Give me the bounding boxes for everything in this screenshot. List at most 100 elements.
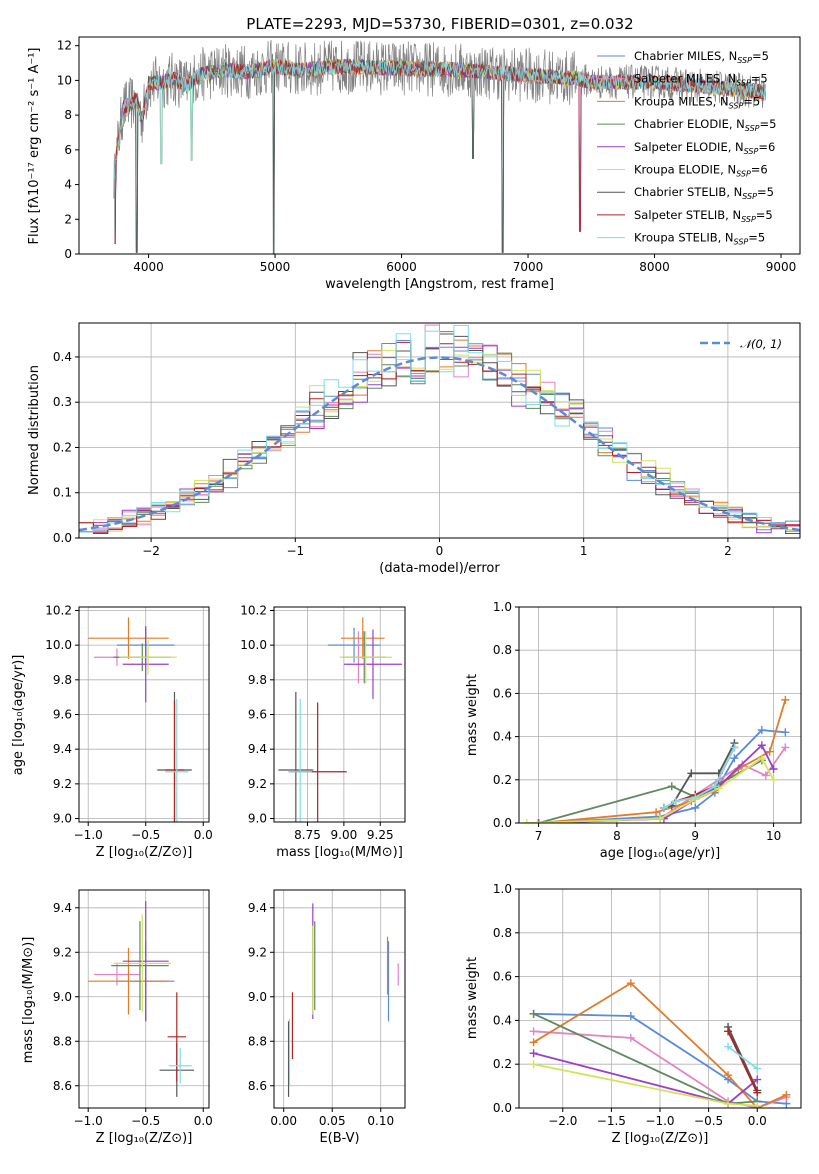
y-tick-label: 9.0 <box>53 990 72 1004</box>
y-tick-label: 10.2 <box>45 603 72 617</box>
x-tick-label: 4000 <box>133 260 164 274</box>
x-tick-label: −1.5 <box>597 1114 626 1128</box>
plot-area <box>529 979 791 1108</box>
x-axis-label: Z [log₁₀(Z/Z⊙)] <box>96 1131 193 1146</box>
mass-weight-marker <box>753 1088 762 1097</box>
x-tick-label: −2 <box>142 544 160 558</box>
mass-weight-marker <box>769 775 778 784</box>
y-tick-label: 8 <box>64 108 72 122</box>
y-tick-label: 10.0 <box>240 638 267 652</box>
x-tick-label: 0.0 <box>194 1114 213 1128</box>
legend-label: Kroupa STELIB, NSSP=5 <box>634 231 765 247</box>
y-tick-label: 10.0 <box>45 638 72 652</box>
plot-area <box>88 901 195 1097</box>
mass-weight-marker <box>522 819 531 823</box>
y-tick-label: 0.8 <box>493 643 512 657</box>
mass-weight-marker <box>656 814 664 823</box>
model-spectrum-line <box>114 58 766 245</box>
axes-frame <box>518 888 802 1109</box>
mass-weight-marker <box>710 782 719 791</box>
mass-weight-vs-metallicity-panel: −2.0 −1.5 −1.0 −0.5 0.0 0.0 0.2 0.4 0.6 0.8 1.0 Z [… <box>465 882 802 1146</box>
mass-vs-ebv-panel: 0.00 0.05 0.10 8.6 8.8 9.0 9.2 9.4 E(B-V) <box>248 889 406 1146</box>
y-axis-label: mass weight <box>465 674 480 756</box>
mass-weight-line <box>727 1045 758 1070</box>
mass-weight-marker <box>534 819 543 823</box>
y-tick-label: 9.0 <box>248 990 267 1004</box>
y-tick-label: 0.8 <box>493 926 512 940</box>
y-tick-label: 9.0 <box>53 812 72 826</box>
spectrum-legend: Chabrier MILES, NSSP=5 Salpeter MILES, NS… <box>597 49 776 247</box>
y-tick-label: 9.4 <box>248 901 267 915</box>
x-tick-label: 6000 <box>386 260 417 274</box>
axes-frame <box>78 36 801 255</box>
x-tick-label: 0.10 <box>367 1114 394 1128</box>
y-tick-label: 0.1 <box>53 486 72 500</box>
mass-weight-marker <box>626 1033 635 1042</box>
mass-weight-marker <box>671 797 680 806</box>
y-tick-label: 6 <box>64 143 72 157</box>
mass-weight-marker <box>724 1099 733 1108</box>
y-tick-label: 12 <box>57 39 72 53</box>
plot-area <box>113 39 766 254</box>
y-tick-label: 9.2 <box>53 945 72 959</box>
x-tick-label: −1.0 <box>74 828 103 842</box>
mass-weight-marker <box>724 1027 733 1036</box>
x-tick-label: 10 <box>766 829 781 843</box>
y-tick-label: 0.0 <box>53 531 72 545</box>
mass-weight-marker <box>529 1027 538 1036</box>
x-tick-label: 0.0 <box>194 828 213 842</box>
mass-weight-marker <box>753 1064 762 1073</box>
y-tick-label: 1.0 <box>493 882 512 896</box>
mass-weight-marker <box>691 793 700 802</box>
mass-weight-marker <box>667 782 676 791</box>
mass-weight-marker <box>724 1042 733 1051</box>
x-tick-label: 5000 <box>260 260 291 274</box>
y-tick-label: 10.2 <box>240 603 267 617</box>
axes-frame <box>78 606 210 823</box>
legend-label: Salpeter MILES, NSSP=5 <box>634 72 768 88</box>
normal-reference-curve <box>79 356 800 532</box>
y-tick-label: 0.4 <box>493 730 512 744</box>
mass-weight-marker <box>687 769 696 778</box>
y-axis-label: mass weight <box>465 957 480 1039</box>
x-tick-label: 8000 <box>639 260 670 274</box>
x-tick-label: 0 <box>436 544 444 558</box>
y-tick-label: 9.8 <box>248 673 267 687</box>
y-tick-label: 9.4 <box>53 742 72 756</box>
legend-label: Chabrier MILES, NSSP=5 <box>634 49 769 65</box>
x-tick-label: 2 <box>724 544 732 558</box>
x-tick-label: 9.25 <box>367 828 394 842</box>
y-tick-label: 10 <box>57 73 72 87</box>
mass-weight-marker <box>529 1049 538 1058</box>
y-tick-label: 0.6 <box>493 686 512 700</box>
x-tick-label: −1 <box>286 544 304 558</box>
y-tick-label: 8.8 <box>248 1034 267 1048</box>
y-tick-label: 0.0 <box>493 816 512 830</box>
model-spectrum-line <box>114 58 766 254</box>
x-tick-label: 7 <box>535 829 543 843</box>
legend-label: Salpeter ELODIE, NSSP=6 <box>634 140 775 156</box>
legend-label: Chabrier ELODIE, NSSP=5 <box>634 117 776 133</box>
mass-weight-marker <box>659 803 668 812</box>
mass-weight-line <box>727 1030 759 1094</box>
y-tick-label: 9.4 <box>248 742 267 756</box>
x-tick-label: 0.05 <box>319 1114 346 1128</box>
mass-weight-line <box>538 699 787 823</box>
x-tick-label: 0.0 <box>748 1114 767 1128</box>
y-tick-label: 0.0 <box>493 1101 512 1115</box>
x-tick-label: 8 <box>613 829 621 843</box>
x-axis-label: wavelength [Angstrom, rest frame] <box>325 277 554 292</box>
x-tick-label: −0.5 <box>131 828 160 842</box>
mass-weight-marker <box>781 695 790 704</box>
mass-weight-marker <box>782 1090 791 1099</box>
grid <box>79 890 209 1108</box>
mass-weight-marker <box>769 765 778 773</box>
y-tick-label: 0 <box>64 247 72 261</box>
x-axis-label: E(B-V) <box>319 1131 359 1146</box>
y-tick-label: 4 <box>64 178 72 192</box>
mass-weight-marker <box>781 728 790 737</box>
mass-weight-marker <box>753 1075 762 1084</box>
grid <box>79 607 209 822</box>
y-tick-label: 0.6 <box>493 970 512 984</box>
